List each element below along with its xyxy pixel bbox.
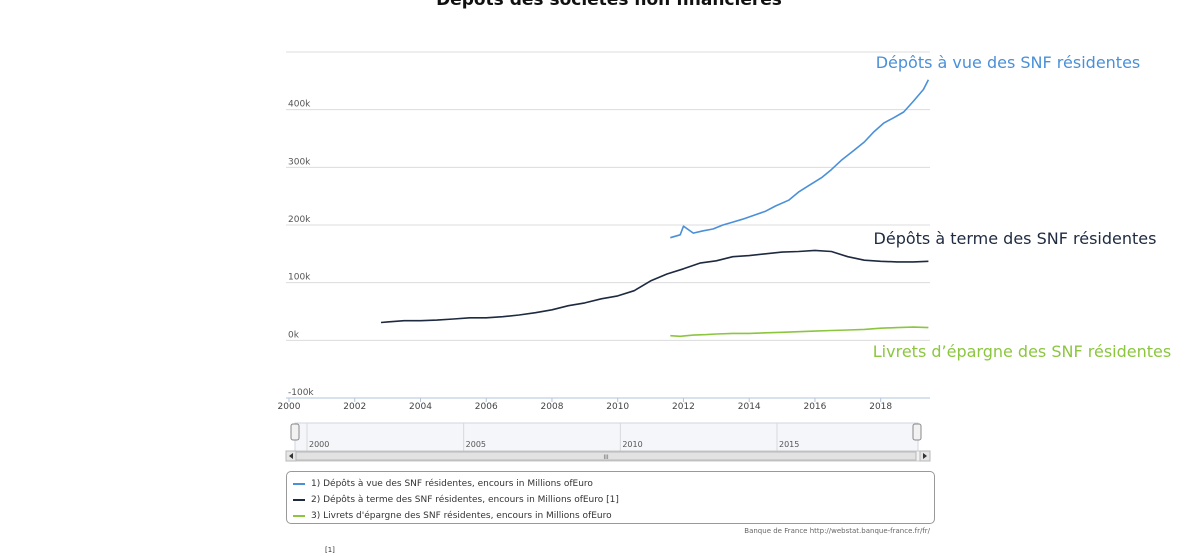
- series-lines: [380, 79, 930, 338]
- legend-item-2[interactable]: 2) Dépôts à terme des SNF résidentes, en…: [287, 492, 934, 508]
- x-tick-label: 2000: [278, 402, 301, 412]
- legend-label-3: 3) Livrets d'épargne des SNF résidentes,…: [311, 511, 612, 521]
- x-tick-label: 2018: [869, 402, 892, 412]
- legend-item-3[interactable]: 3) Livrets d'épargne des SNF résidentes,…: [287, 508, 934, 524]
- y-tick-label: 300k: [288, 157, 311, 167]
- x-tick-label: 2012: [672, 402, 695, 412]
- annotation-terme: Dépôts à terme des SNF résidentes: [874, 229, 1157, 248]
- legend-swatch-3: [293, 515, 305, 517]
- legend-label-1: 1) Dépôts à vue des SNF résidentes, enco…: [311, 479, 593, 489]
- legend-swatch-2: [293, 499, 305, 501]
- x-tick-label: 2006: [475, 402, 498, 412]
- legend-label-2: 2) Dépôts à terme des SNF résidentes, en…: [311, 495, 619, 505]
- y-tick-label: 100k: [288, 273, 311, 283]
- navigator-label: 2010: [622, 440, 642, 449]
- x-tick-label: 2016: [803, 402, 826, 412]
- y-tick-label: -100k: [288, 388, 314, 398]
- navigator-left-handle[interactable]: [290, 423, 300, 441]
- x-tick-label: 2004: [409, 402, 432, 412]
- y-axis-labels: -100k 0k 100k 200k 300k 400k: [288, 100, 314, 398]
- navigator-label: 2015: [779, 440, 799, 449]
- y-tick-label: 200k: [288, 215, 311, 225]
- y-tick-label: 400k: [288, 100, 311, 110]
- legend-item-1[interactable]: 1) Dépôts à vue des SNF résidentes, enco…: [287, 476, 934, 492]
- legend: 1) Dépôts à vue des SNF résidentes, enco…: [286, 471, 935, 524]
- x-tick-label: 2010: [606, 402, 629, 412]
- chart-title: Dépôts des sociétés non financières: [436, 0, 782, 10]
- navigator-axis-labels: 2000 2005 2010 2015: [306, 423, 799, 451]
- series-line-3: [670, 326, 929, 338]
- scrollbar[interactable]: III: [285, 450, 931, 462]
- scrollbar-grip: III: [603, 454, 609, 461]
- navigator[interactable]: 2000 2005 2010 2015: [290, 422, 922, 452]
- navigator-background: [294, 422, 919, 452]
- series-line-2: [380, 249, 929, 324]
- annotation-vue: Dépôts à vue des SNF résidentes: [876, 53, 1141, 72]
- arrow-right-icon: [923, 453, 927, 459]
- y-tick-label: 0k: [288, 330, 300, 340]
- legend-swatch-1: [293, 483, 305, 485]
- grid-lines: [286, 51, 930, 399]
- x-axis-labels: 2000 2002 2004 2006 2008 2010 2012 2014 2016 2018: [278, 398, 892, 412]
- footnote-mark: [1]: [325, 546, 335, 554]
- navigator-right-handle[interactable]: [912, 423, 922, 441]
- x-tick-label: 2014: [738, 402, 761, 412]
- annotation-livrets: Livrets d’épargne des SNF résidentes: [873, 342, 1171, 361]
- source-credit: Banque de France http://webstat.banque-f…: [744, 527, 930, 535]
- arrow-left-icon: [289, 453, 293, 459]
- series-line-1: [670, 79, 930, 239]
- navigator-label: 2005: [466, 440, 486, 449]
- x-tick-label: 2008: [541, 402, 564, 412]
- navigator-label: 2000: [309, 440, 329, 449]
- x-tick-label: 2002: [343, 402, 366, 412]
